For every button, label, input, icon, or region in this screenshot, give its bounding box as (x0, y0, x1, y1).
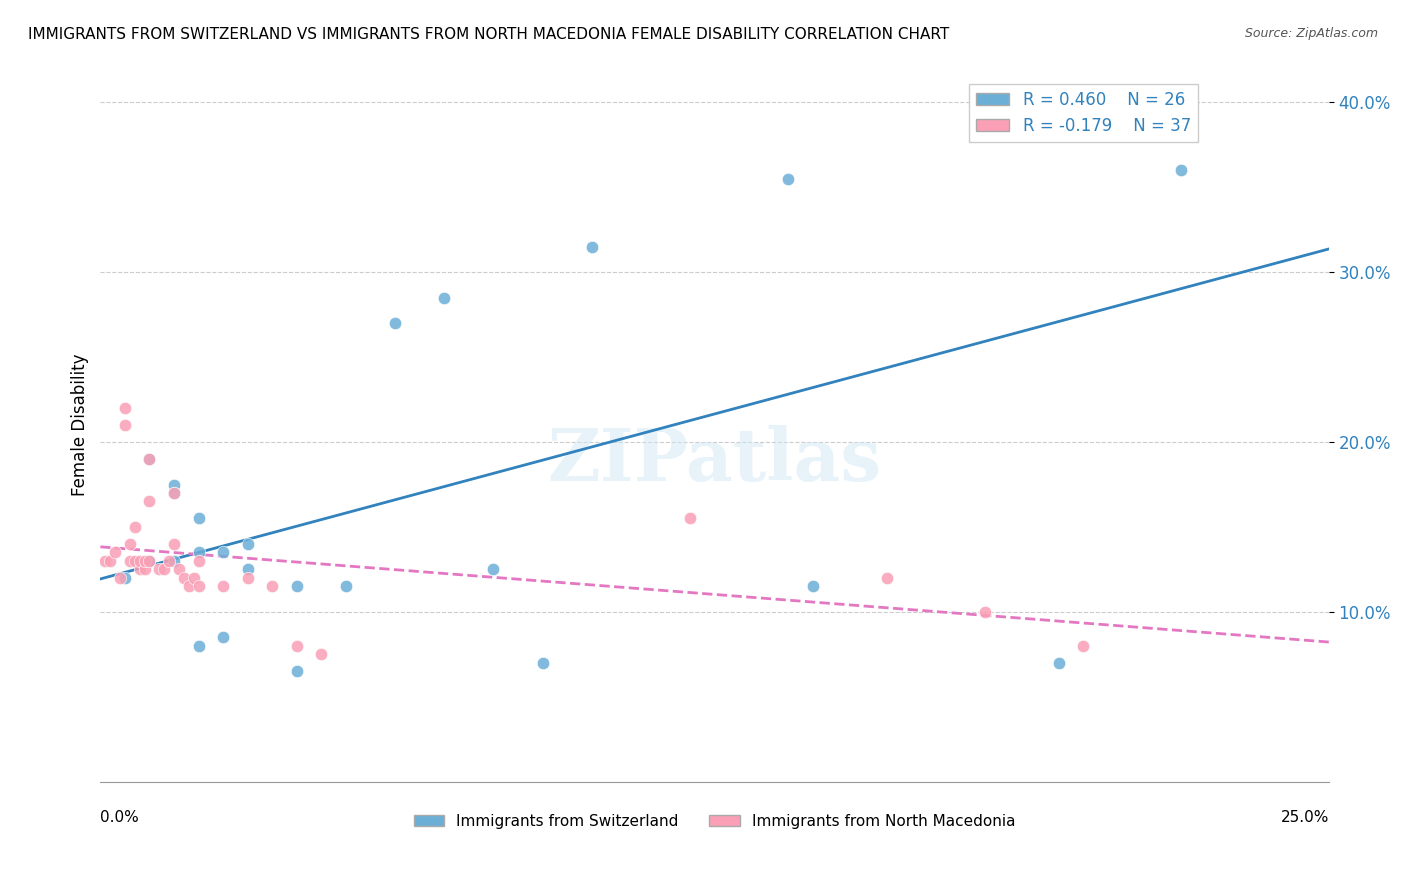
Legend: Immigrants from Switzerland, Immigrants from North Macedonia: Immigrants from Switzerland, Immigrants … (408, 807, 1022, 835)
Point (128, 562, 150, 576)
Point (173, 571, 195, 585)
Point (285, 665, 308, 679)
Point (1071, 639, 1094, 653)
Point (311, 648, 333, 662)
Point (124, 520, 146, 534)
Text: 25.0%: 25.0% (1281, 810, 1329, 825)
Point (433, 291, 456, 305)
Point (973, 605, 995, 619)
Point (177, 579, 200, 593)
Point (236, 537, 259, 551)
Text: Source: ZipAtlas.com: Source: ZipAtlas.com (1244, 27, 1378, 40)
Point (148, 562, 170, 576)
Point (285, 579, 308, 593)
Text: IMMIGRANTS FROM SWITZERLAND VS IMMIGRANTS FROM NORTH MACEDONIA FEMALE DISABILITY: IMMIGRANTS FROM SWITZERLAND VS IMMIGRANT… (28, 27, 949, 42)
Point (1121, 129, 1143, 144)
Point (531, 656, 554, 670)
Point (124, 554, 146, 568)
Point (153, 562, 176, 576)
Point (157, 554, 180, 568)
Point (114, 418, 136, 433)
Point (138, 554, 160, 568)
Point (163, 486, 186, 500)
Point (801, 579, 824, 593)
Point (138, 554, 160, 568)
Point (163, 486, 186, 500)
Point (128, 554, 150, 568)
Point (134, 554, 156, 568)
Y-axis label: Female Disability: Female Disability (72, 354, 89, 496)
Point (163, 477, 186, 491)
Point (138, 494, 160, 508)
Point (118, 537, 141, 551)
Point (581, 240, 603, 254)
Point (187, 579, 209, 593)
Point (285, 639, 308, 653)
Point (183, 571, 205, 585)
Point (138, 452, 160, 467)
Point (163, 554, 186, 568)
Text: ZIPatlas: ZIPatlas (547, 425, 882, 496)
Point (212, 545, 235, 559)
Point (262, 579, 284, 593)
Point (187, 545, 209, 559)
Point (167, 562, 190, 576)
Point (94, 554, 117, 568)
Point (1170, 163, 1192, 178)
Point (138, 452, 160, 467)
Point (876, 571, 898, 585)
Point (236, 571, 259, 585)
Point (114, 401, 136, 416)
Point (104, 545, 127, 559)
Point (1047, 656, 1070, 670)
Point (187, 554, 209, 568)
Point (118, 554, 141, 568)
Point (482, 562, 505, 576)
Point (236, 562, 259, 576)
Point (134, 562, 156, 576)
Point (679, 511, 702, 525)
Point (778, 172, 800, 186)
Point (212, 630, 235, 644)
Point (114, 571, 136, 585)
Point (108, 571, 131, 585)
Point (187, 511, 209, 525)
Text: 0.0%: 0.0% (100, 810, 139, 825)
Point (212, 579, 235, 593)
Point (163, 537, 186, 551)
Point (335, 579, 357, 593)
Point (384, 316, 406, 330)
Point (187, 639, 209, 653)
Point (98, 554, 121, 568)
